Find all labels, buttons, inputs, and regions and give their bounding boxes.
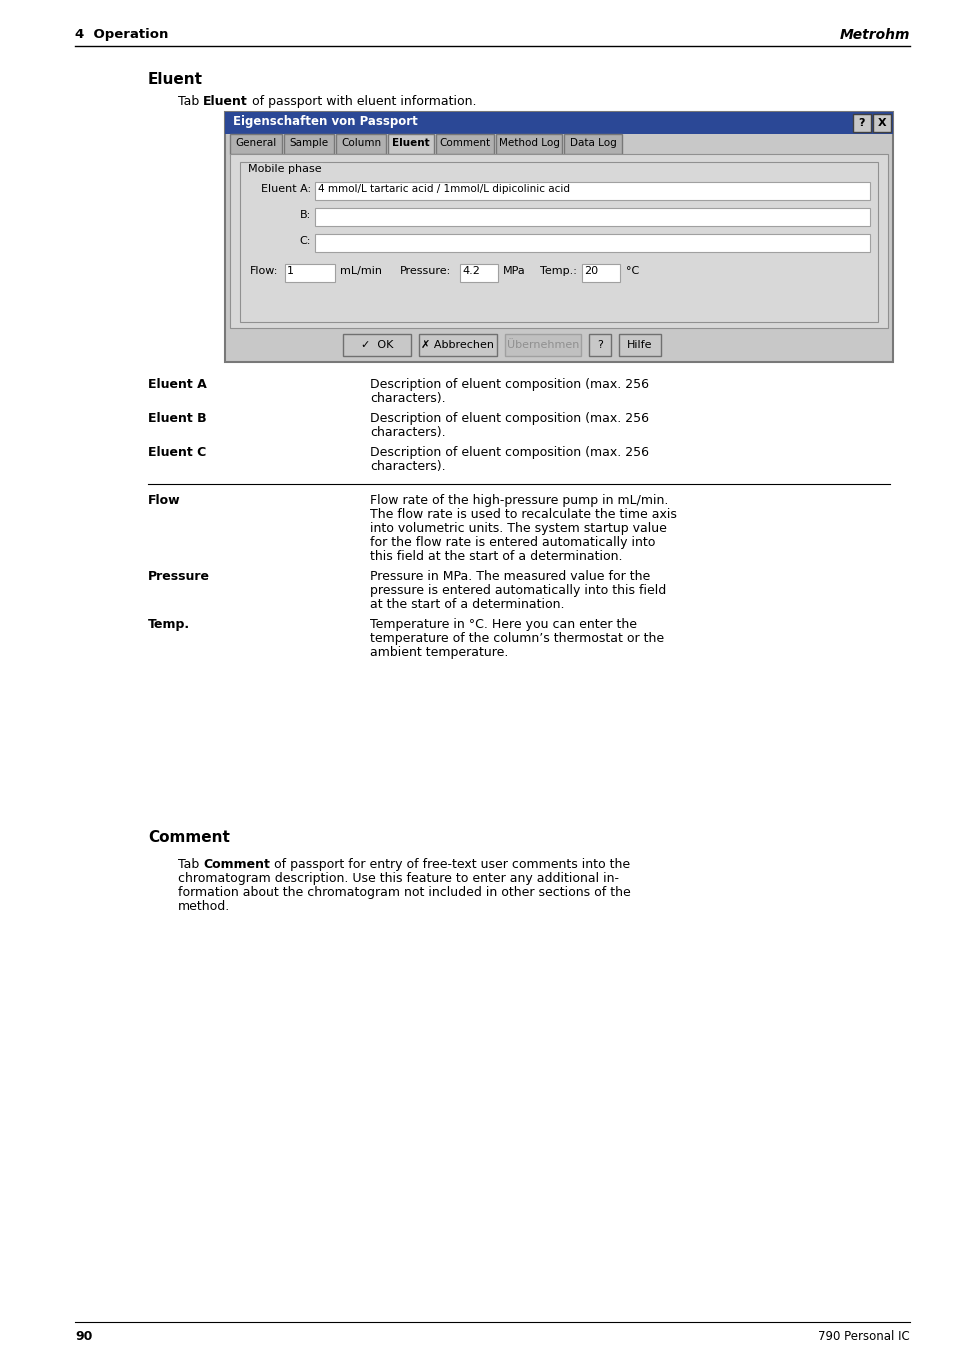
Text: 1: 1 [287, 266, 294, 276]
Text: of passport for entry of free-text user comments into the: of passport for entry of free-text user … [270, 858, 630, 871]
Text: 90: 90 [75, 1329, 92, 1343]
Bar [436, 134, 494, 154]
Text: at the start of a determination.: at the start of a determination. [370, 598, 564, 611]
Bar [343, 334, 411, 357]
Text: 20: 20 [583, 266, 598, 276]
Bar [618, 334, 660, 357]
Text: Temp.: Temp. [148, 617, 190, 631]
Text: Eluent: Eluent [392, 138, 430, 149]
Text: Method Log: Method Log [498, 138, 558, 149]
Text: B:: B: [299, 209, 311, 220]
Bar [230, 330, 887, 359]
Text: mL/min: mL/min [339, 266, 381, 276]
Bar [335, 134, 386, 154]
Text: ✓  OK: ✓ OK [360, 340, 393, 350]
Text: Eluent: Eluent [203, 95, 248, 108]
Text: The flow rate is used to recalculate the time axis: The flow rate is used to recalculate the… [370, 508, 677, 521]
Bar [459, 263, 497, 282]
Bar [418, 334, 497, 357]
Bar [563, 134, 621, 154]
Text: Eluent: Eluent [148, 72, 203, 86]
Text: of passport with eluent information.: of passport with eluent information. [248, 95, 476, 108]
Text: chromatogram description. Use this feature to enter any additional in-: chromatogram description. Use this featu… [178, 871, 618, 885]
Bar [588, 334, 610, 357]
Bar [225, 112, 892, 362]
Bar [225, 112, 892, 134]
Text: Sample: Sample [289, 138, 328, 149]
Text: characters).: characters). [370, 459, 445, 473]
Text: Column: Column [340, 138, 380, 149]
Text: Hilfe: Hilfe [626, 340, 652, 350]
Text: ✗ Abbrechen: ✗ Abbrechen [421, 340, 494, 350]
Text: Flow:: Flow: [250, 266, 278, 276]
Text: Eigenschaften von Passport: Eigenschaften von Passport [233, 115, 417, 128]
Text: Eluent A:: Eluent A: [260, 184, 311, 195]
Text: ?: ? [858, 118, 864, 128]
Text: X: X [877, 118, 885, 128]
Text: MPa: MPa [502, 266, 525, 276]
Bar [872, 113, 890, 132]
Text: °C: °C [625, 266, 639, 276]
Text: 4.2: 4.2 [461, 266, 479, 276]
Text: Comment: Comment [148, 830, 230, 844]
Bar [314, 182, 869, 200]
Text: characters).: characters). [370, 392, 445, 405]
Text: Übernehmen: Übernehmen [506, 340, 578, 350]
Bar [314, 234, 869, 253]
Text: Description of eluent composition (max. 256: Description of eluent composition (max. … [370, 446, 648, 459]
Text: Pressure: Pressure [148, 570, 210, 584]
Text: Tab: Tab [178, 95, 203, 108]
Bar [388, 134, 434, 154]
Text: ambient temperature.: ambient temperature. [370, 646, 508, 659]
Text: Metrohm: Metrohm [839, 28, 909, 42]
Text: pressure is entered automatically into this field: pressure is entered automatically into t… [370, 584, 665, 597]
Text: Pressure in MPa. The measured value for the: Pressure in MPa. The measured value for … [370, 570, 650, 584]
Text: Comment: Comment [439, 138, 490, 149]
Text: Mobile phase: Mobile phase [248, 163, 321, 174]
Bar [284, 134, 334, 154]
Text: formation about the chromatogram not included in other sections of the: formation about the chromatogram not inc… [178, 886, 630, 898]
Text: into volumetric units. The system startup value: into volumetric units. The system startu… [370, 521, 666, 535]
Bar [504, 334, 580, 357]
Text: C:: C: [299, 236, 311, 246]
Text: characters).: characters). [370, 426, 445, 439]
Text: Eluent C: Eluent C [148, 446, 206, 459]
Text: Comment: Comment [203, 858, 270, 871]
Text: Pressure:: Pressure: [399, 266, 451, 276]
Text: Tab: Tab [178, 858, 203, 871]
Text: 4 mmol/L tartaric acid / 1mmol/L dipicolinic acid: 4 mmol/L tartaric acid / 1mmol/L dipicol… [317, 184, 569, 195]
Text: General: General [235, 138, 276, 149]
Text: ?: ? [597, 340, 602, 350]
Text: temperature of the column’s thermostat or the: temperature of the column’s thermostat o… [370, 632, 663, 644]
Text: Eluent B: Eluent B [148, 412, 207, 426]
Text: Description of eluent composition (max. 256: Description of eluent composition (max. … [370, 412, 648, 426]
Text: method.: method. [178, 900, 230, 913]
Bar [285, 263, 335, 282]
Text: Flow: Flow [148, 494, 180, 507]
Bar [230, 134, 282, 154]
Text: Temperature in °C. Here you can enter the: Temperature in °C. Here you can enter th… [370, 617, 637, 631]
Bar [852, 113, 870, 132]
Text: Data Log: Data Log [569, 138, 616, 149]
Text: 4  Operation: 4 Operation [75, 28, 168, 41]
Text: Flow rate of the high-pressure pump in mL/min.: Flow rate of the high-pressure pump in m… [370, 494, 668, 507]
Text: for the flow rate is entered automatically into: for the flow rate is entered automatical… [370, 536, 655, 549]
Text: Eluent A: Eluent A [148, 378, 207, 390]
Bar [496, 134, 561, 154]
Bar [230, 154, 887, 328]
Bar [314, 208, 869, 226]
Text: Temp.:: Temp.: [539, 266, 577, 276]
Bar [240, 162, 877, 322]
Text: this field at the start of a determination.: this field at the start of a determinati… [370, 550, 622, 563]
Bar [581, 263, 619, 282]
Text: 790 Personal IC: 790 Personal IC [818, 1329, 909, 1343]
Text: Description of eluent composition (max. 256: Description of eluent composition (max. … [370, 378, 648, 390]
